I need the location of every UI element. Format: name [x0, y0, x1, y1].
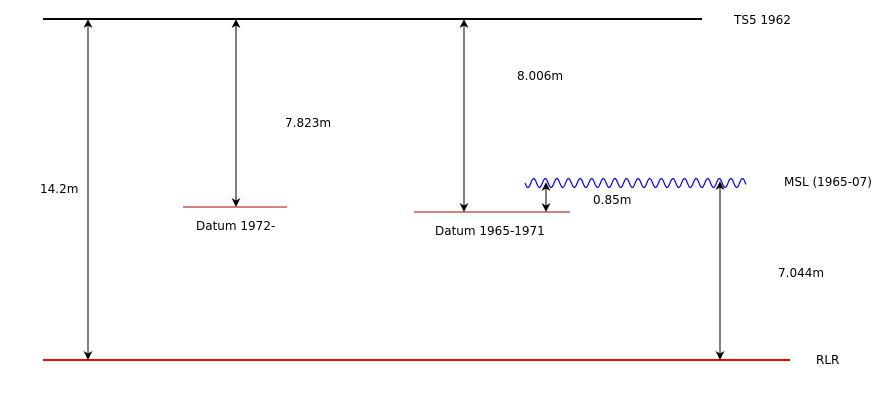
ts5-to-datum-1965-measurement: 8.006m — [517, 69, 563, 83]
ts5-to-rlr-measurement: 14.2m — [40, 182, 78, 196]
ts5-label: TS5 1962 — [733, 13, 791, 27]
msl-wave-line — [524, 177, 747, 189]
datum-1965-to-msl-measurement: 0.85m — [593, 193, 631, 207]
datum-1965-label: Datum 1965-1971 — [435, 224, 545, 238]
ts5-to-datum-1972-measurement: 7.823m — [285, 116, 331, 130]
datum-1972-label: Datum 1972- — [196, 219, 275, 233]
rlr-label: RLR — [816, 353, 839, 367]
msl-label: MSL (1965-07) — [784, 175, 872, 189]
msl-to-rlr-measurement: 7.044m — [778, 266, 824, 280]
